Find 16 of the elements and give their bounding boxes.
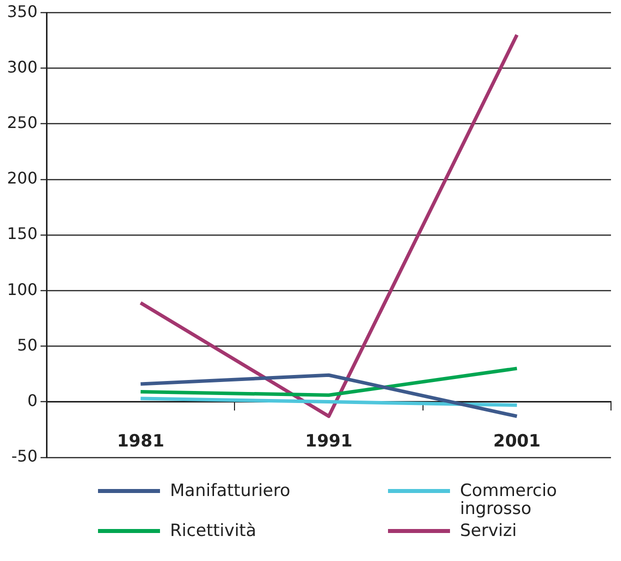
legend-label: Manifatturiero (170, 481, 290, 501)
legend-label: Servizi (460, 521, 517, 541)
y-tick-label: 350 (6, 2, 38, 21)
y-tick-label: 250 (6, 112, 38, 132)
y-tick-label: 200 (6, 168, 38, 188)
y-tick-label: 0 (27, 390, 38, 410)
legend-label: Ricettività (170, 521, 256, 541)
y-tick-label: -50 (11, 446, 38, 466)
y-tick-label: 300 (6, 57, 38, 76)
x-tick-label: 1991 (305, 431, 352, 452)
x-tick-label: 1981 (116, 431, 164, 452)
y-tick-label: 150 (6, 224, 38, 244)
legend-label: Commercio ingrosso (460, 481, 558, 519)
y-tick-label: 50 (17, 335, 38, 354)
x-tick-label: 2001 (493, 431, 541, 452)
y-tick-label: 100 (6, 280, 38, 299)
